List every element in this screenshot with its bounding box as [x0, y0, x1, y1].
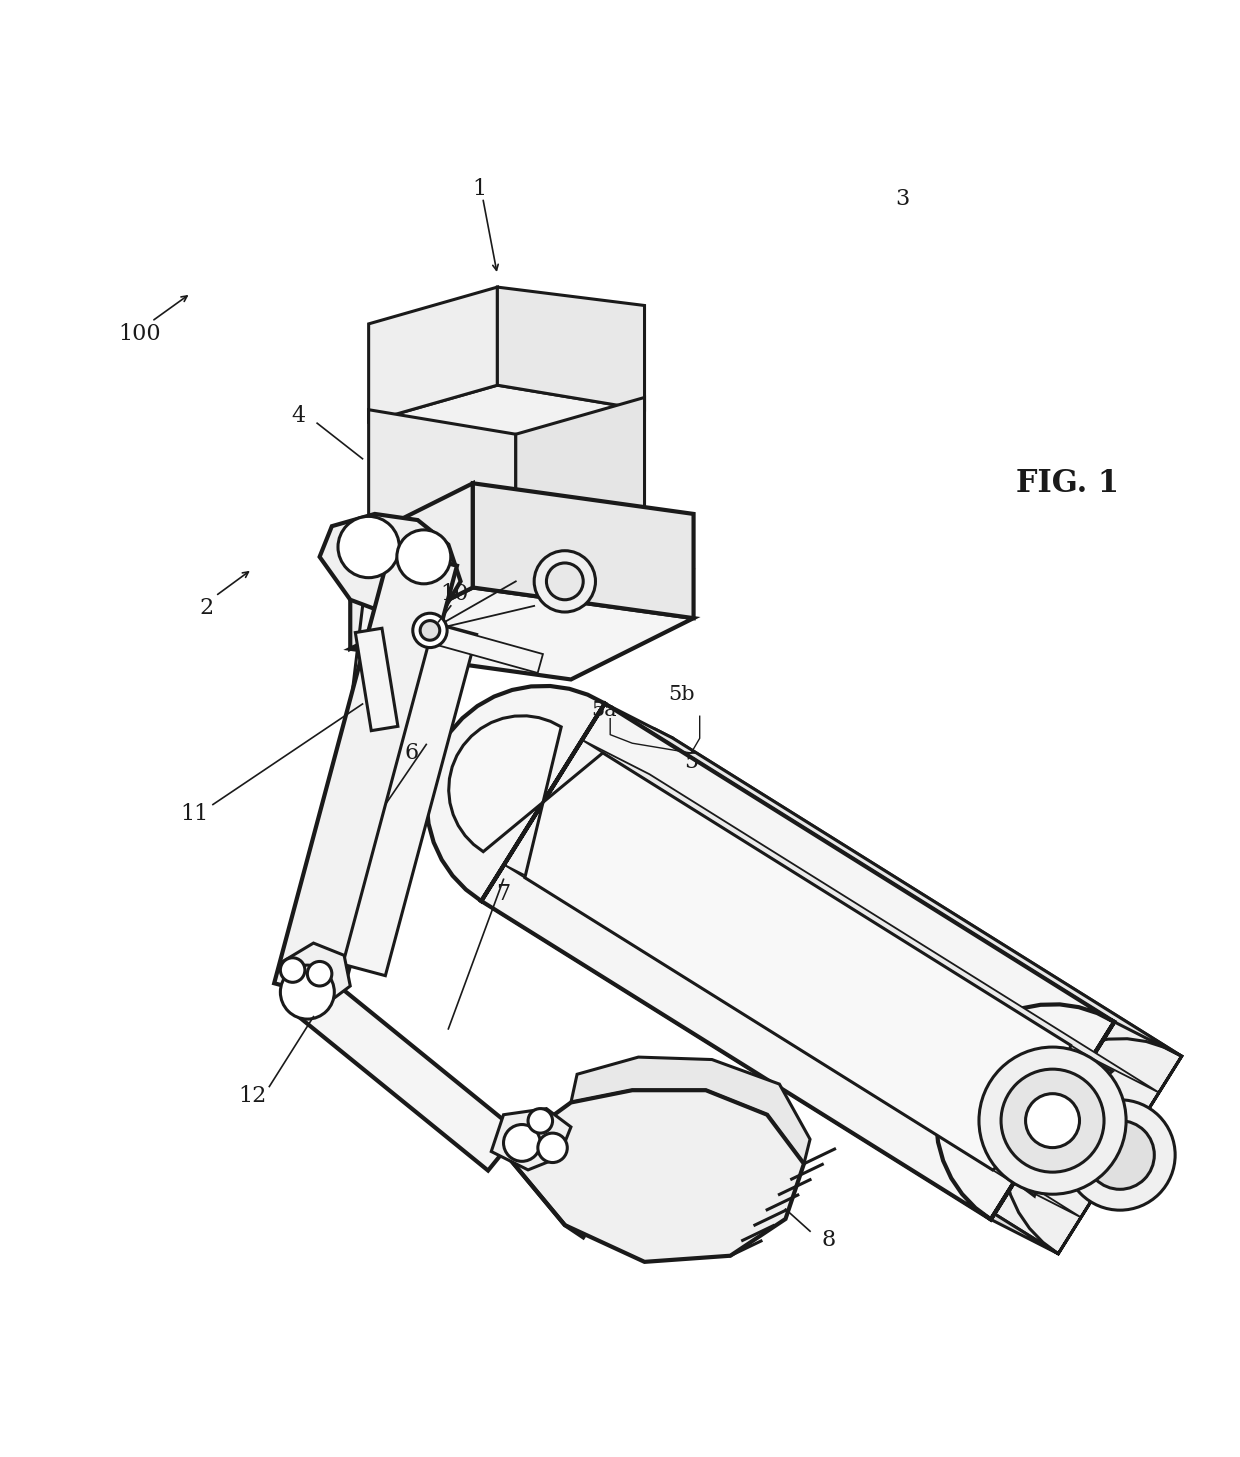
- Circle shape: [978, 1048, 1126, 1195]
- Text: 6: 6: [404, 742, 419, 763]
- Text: 5b: 5b: [668, 685, 694, 704]
- Circle shape: [547, 562, 583, 600]
- Polygon shape: [503, 864, 1081, 1218]
- Polygon shape: [274, 548, 458, 1001]
- Polygon shape: [356, 628, 398, 730]
- Text: 10: 10: [440, 583, 469, 605]
- Polygon shape: [449, 715, 1112, 1196]
- Circle shape: [339, 516, 399, 577]
- Circle shape: [397, 530, 451, 584]
- Polygon shape: [320, 514, 460, 618]
- Polygon shape: [516, 398, 645, 545]
- Text: 7: 7: [496, 883, 511, 905]
- Polygon shape: [472, 484, 693, 618]
- Circle shape: [280, 957, 305, 982]
- Polygon shape: [481, 900, 1058, 1254]
- Circle shape: [528, 1109, 553, 1134]
- Circle shape: [308, 962, 332, 986]
- Circle shape: [1001, 1069, 1104, 1171]
- Text: 11: 11: [180, 803, 208, 825]
- Text: 100: 100: [118, 322, 161, 345]
- Text: FIG. 1: FIG. 1: [1016, 468, 1118, 498]
- Circle shape: [420, 621, 440, 640]
- Polygon shape: [350, 587, 693, 679]
- Circle shape: [280, 965, 335, 1018]
- Circle shape: [503, 1125, 541, 1161]
- Polygon shape: [565, 557, 693, 618]
- Text: 12: 12: [238, 1085, 267, 1107]
- Circle shape: [1086, 1120, 1154, 1189]
- Polygon shape: [368, 287, 497, 423]
- Polygon shape: [428, 624, 543, 673]
- Circle shape: [1065, 1100, 1176, 1211]
- Text: 3: 3: [895, 188, 909, 210]
- Text: 8: 8: [821, 1228, 836, 1250]
- Text: 5: 5: [684, 750, 698, 772]
- Polygon shape: [427, 686, 1115, 1220]
- Polygon shape: [325, 586, 397, 927]
- Polygon shape: [582, 740, 1159, 1093]
- Text: 4: 4: [291, 405, 306, 427]
- Circle shape: [1025, 1094, 1080, 1148]
- Polygon shape: [494, 720, 1182, 1254]
- Polygon shape: [570, 1058, 810, 1164]
- Circle shape: [534, 551, 595, 612]
- Polygon shape: [497, 287, 645, 409]
- Polygon shape: [350, 484, 472, 648]
- Polygon shape: [368, 409, 516, 545]
- Polygon shape: [342, 624, 476, 976]
- Text: 1: 1: [472, 178, 486, 200]
- Circle shape: [538, 1134, 567, 1163]
- Polygon shape: [291, 973, 520, 1170]
- Polygon shape: [283, 943, 350, 1004]
- Polygon shape: [605, 704, 1182, 1056]
- Polygon shape: [368, 484, 645, 545]
- Text: 2: 2: [200, 597, 213, 619]
- Text: 5a: 5a: [591, 701, 616, 720]
- Polygon shape: [368, 385, 645, 446]
- Polygon shape: [503, 1090, 804, 1262]
- Circle shape: [413, 613, 448, 647]
- Polygon shape: [491, 1109, 570, 1170]
